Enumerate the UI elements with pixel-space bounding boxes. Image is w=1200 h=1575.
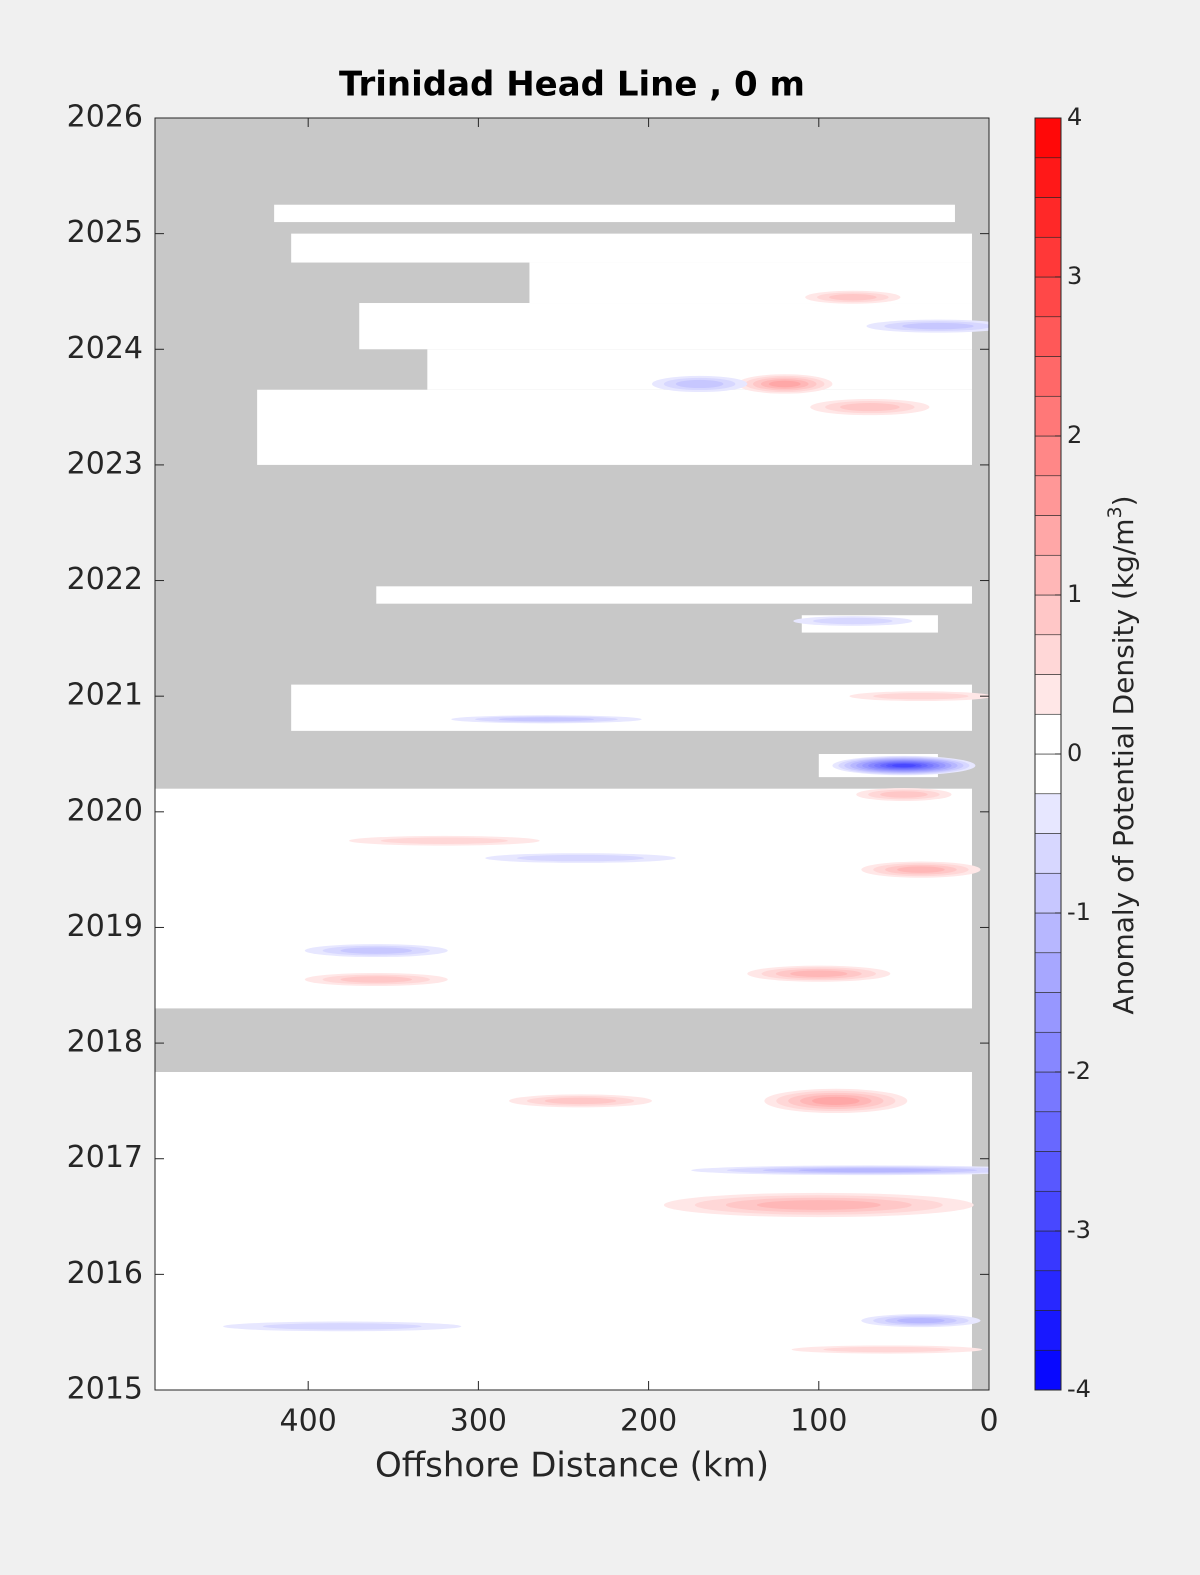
anomaly-contour [897,866,945,873]
anomaly-contour [811,1096,860,1105]
colorbar-band [1034,1349,1062,1391]
x-tick-label: 100 [790,1404,847,1439]
colorbar-band [1034,713,1062,755]
y-tick-label: 2016 [67,1256,143,1291]
axes-box [154,117,990,1391]
anomaly-contour [840,403,900,412]
anomaly-contour [262,1323,422,1330]
plot-area [155,118,989,1390]
colorbar-band [1034,833,1062,874]
y-tick-label: 2018 [67,1025,143,1060]
x-tick-label: 300 [450,1404,507,1439]
colorbar-tick-label: 0 [1067,739,1082,767]
colorbar-band [1034,1270,1062,1311]
colorbar-band [1034,952,1062,993]
y-tick-label: 2025 [67,215,143,250]
anomaly-contour [544,1097,617,1105]
chart-title: Trinidad Head Line , 0 m [339,65,805,105]
colorbar-label-text: Anomaly of Potential Density (kg/m [1107,518,1140,1014]
y-tick-label: 2024 [67,331,143,366]
anomaly-contour [768,380,801,388]
colorbar-band [1034,475,1062,516]
colorbar-label-end: ) [1107,495,1140,506]
colorbar-band [1034,157,1062,198]
anomaly-contour [823,1346,951,1353]
sampled-region [291,233,972,263]
colorbar-band [1034,634,1062,675]
anomaly-contour [897,1318,945,1324]
anomaly-contour [813,617,893,625]
anomaly-contour [340,947,413,954]
colorbar-tick-label: -4 [1067,1375,1091,1403]
colorbar-band [1034,912,1062,954]
x-tick-label: 200 [620,1404,677,1439]
anomaly-contour [340,976,413,983]
colorbar-label: Anomaly of Potential Density (kg/m3) [1104,495,1141,1014]
y-tick-label: 2020 [67,793,143,828]
anomaly-contour [790,970,848,977]
colorbar-band [1034,872,1062,914]
colorbar-band [1034,753,1062,795]
colorbar-band [1034,1031,1062,1073]
colorbar-band [1034,674,1062,715]
anomaly-contour [798,1168,942,1173]
anomaly-contour [880,791,928,798]
anomaly-contour [902,322,974,330]
colorbar-band [1034,554,1062,596]
y-tick-label: 2017 [67,1140,143,1175]
colorbar-band [1034,395,1062,437]
colorbar-band [1034,1151,1062,1192]
colorbar-band [1034,435,1062,477]
anomaly-contour [498,717,595,722]
colorbar-label-sup: 3 [1104,506,1126,518]
colorbar-tick-label: -3 [1067,1216,1091,1244]
y-tick-label: 2019 [67,909,143,944]
sampled-region [529,262,972,304]
y-tick-label: 2021 [67,678,143,713]
colorbar-band [1034,1190,1062,1232]
colorbar-band [1034,793,1062,834]
anomaly-contour [380,837,508,844]
anomaly-contour [675,379,724,389]
sampled-region [155,1072,972,1390]
sampled-region [291,684,972,731]
y-tick-label: 2023 [67,446,143,481]
colorbar-band [1034,236,1062,278]
colorbar-band [1034,316,1062,357]
y-tick-label: 2015 [67,1372,143,1407]
sampled-region [274,204,955,223]
colorbar-band [1034,594,1062,636]
colorbar-band [1034,356,1062,397]
colorbar-tick-label: 3 [1067,262,1082,290]
anomaly-contour [756,1200,881,1210]
colorbar-tick-label: -2 [1067,1057,1091,1085]
colorbar-tick-label: 2 [1067,421,1082,449]
sampled-region [376,586,972,604]
colorbar-band [1034,1111,1062,1152]
colorbar-tick-label: -1 [1067,898,1091,926]
colorbar-tick-label: 1 [1067,580,1082,608]
y-tick-label: 2026 [67,100,143,135]
anomaly-contour [516,854,645,862]
colorbar-band [1034,1230,1062,1272]
colorbar-band [1034,1310,1062,1351]
x-axis-label: Offshore Distance (km) [375,1446,769,1486]
x-tick-label: 0 [979,1404,998,1439]
anomaly-contour [873,692,969,700]
colorbar-band [1034,1071,1062,1113]
x-tick-label: 400 [280,1404,337,1439]
colorbar-band [1034,117,1062,159]
colorbar-tick-label: 4 [1067,103,1082,131]
colorbar-band [1034,197,1062,238]
anomaly-contour [829,293,877,301]
colorbar-band [1034,276,1062,318]
colorbar-band [1034,992,1062,1033]
y-tick-label: 2022 [67,562,143,597]
colorbar-band [1034,515,1062,556]
anomaly-contour [891,763,916,768]
